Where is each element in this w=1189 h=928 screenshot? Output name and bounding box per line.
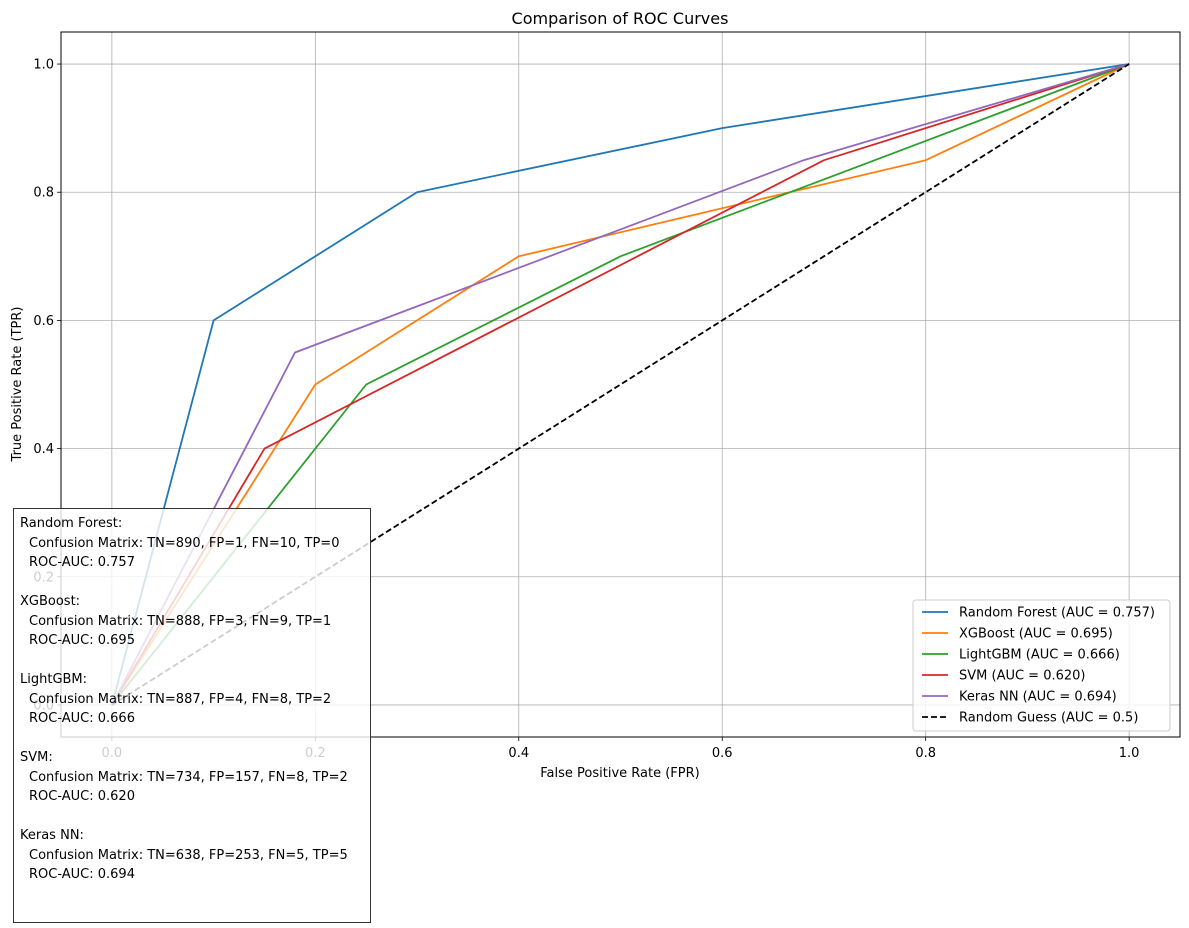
legend-entry-label: Keras NN (AUC = 0.694)	[959, 690, 1117, 705]
series-line	[111, 63, 1130, 706]
info-model-name: Random Forest:	[20, 516, 123, 531]
info-confusion-matrix: Confusion Matrix: TN=890, FP=1, FN=10, T…	[29, 535, 340, 551]
info-confusion-matrix: Confusion Matrix: TN=887, FP=4, FN=8, TP…	[29, 691, 332, 707]
legend-entry-label: SVM (AUC = 0.620)	[959, 669, 1086, 684]
info-block-svm: SVM: Confusion Matrix: TN=734, FP=157, F…	[20, 748, 364, 807]
legend-entry-label: LightGBM (AUC = 0.666)	[959, 648, 1120, 663]
info-roc-auc: ROC-AUC: 0.694	[29, 867, 135, 882]
info-roc-auc: ROC-AUC: 0.666	[29, 711, 135, 726]
info-model-name: LightGBM:	[20, 672, 88, 687]
info-confusion-matrix: Confusion Matrix: TN=734, FP=157, FN=8, …	[29, 769, 348, 785]
info-roc-auc: ROC-AUC: 0.695	[29, 633, 135, 648]
legend-entry-label: Random Forest (AUC = 0.757)	[959, 606, 1155, 621]
legend-frame	[912, 599, 1171, 732]
confusion-matrix-box: Random Forest: Confusion Matrix: TN=890,…	[13, 508, 371, 923]
y-axis-label: True Positive Rate (TPR)	[10, 307, 25, 463]
y-tick-label: 0.8	[33, 186, 54, 201]
x-tick-label: 0.4	[508, 746, 529, 761]
legend-entry-label: Random Guess (AUC = 0.5)	[959, 711, 1138, 726]
y-tick-label: 0.4	[33, 442, 54, 457]
x-tick-label: 0.8	[915, 746, 936, 761]
y-tick-label: 1.0	[33, 58, 54, 73]
grid-lines	[61, 32, 1180, 737]
info-block-keras-nn: Keras NN: Confusion Matrix: TN=638, FP=2…	[20, 826, 364, 885]
legend: Random Forest (AUC = 0.757) XGBoost (AUC …	[912, 599, 1171, 732]
info-model-name: Keras NN:	[20, 828, 84, 843]
legend-entry-label: XGBoost (AUC = 0.695)	[959, 627, 1113, 642]
info-block-xgboost: XGBoost: Confusion Matrix: TN=888, FP=3,…	[20, 592, 364, 651]
series-line	[111, 63, 1130, 706]
info-confusion-matrix: Confusion Matrix: TN=638, FP=253, FN=5, …	[29, 847, 348, 863]
info-roc-auc: ROC-AUC: 0.620	[29, 789, 135, 804]
plot-frame	[60, 31, 1181, 738]
info-model-name: SVM:	[20, 750, 53, 765]
x-tick-label: 0.6	[712, 746, 733, 761]
x-axis-label: False Positive Rate (FPR)	[540, 766, 699, 781]
info-block-random-forest: Random Forest: Confusion Matrix: TN=890,…	[20, 514, 364, 573]
x-tick-label: 1.0	[1119, 746, 1140, 761]
info-roc-auc: ROC-AUC: 0.757	[29, 555, 135, 570]
chart-title: Comparison of ROC Curves	[512, 9, 729, 28]
info-model-name: XGBoost:	[20, 594, 81, 609]
info-block-lightgbm: LightGBM: Confusion Matrix: TN=887, FP=4…	[20, 670, 364, 729]
info-confusion-matrix: Confusion Matrix: TN=888, FP=3, FN=9, TP…	[29, 613, 332, 629]
y-tick-label: 0.6	[33, 314, 54, 329]
